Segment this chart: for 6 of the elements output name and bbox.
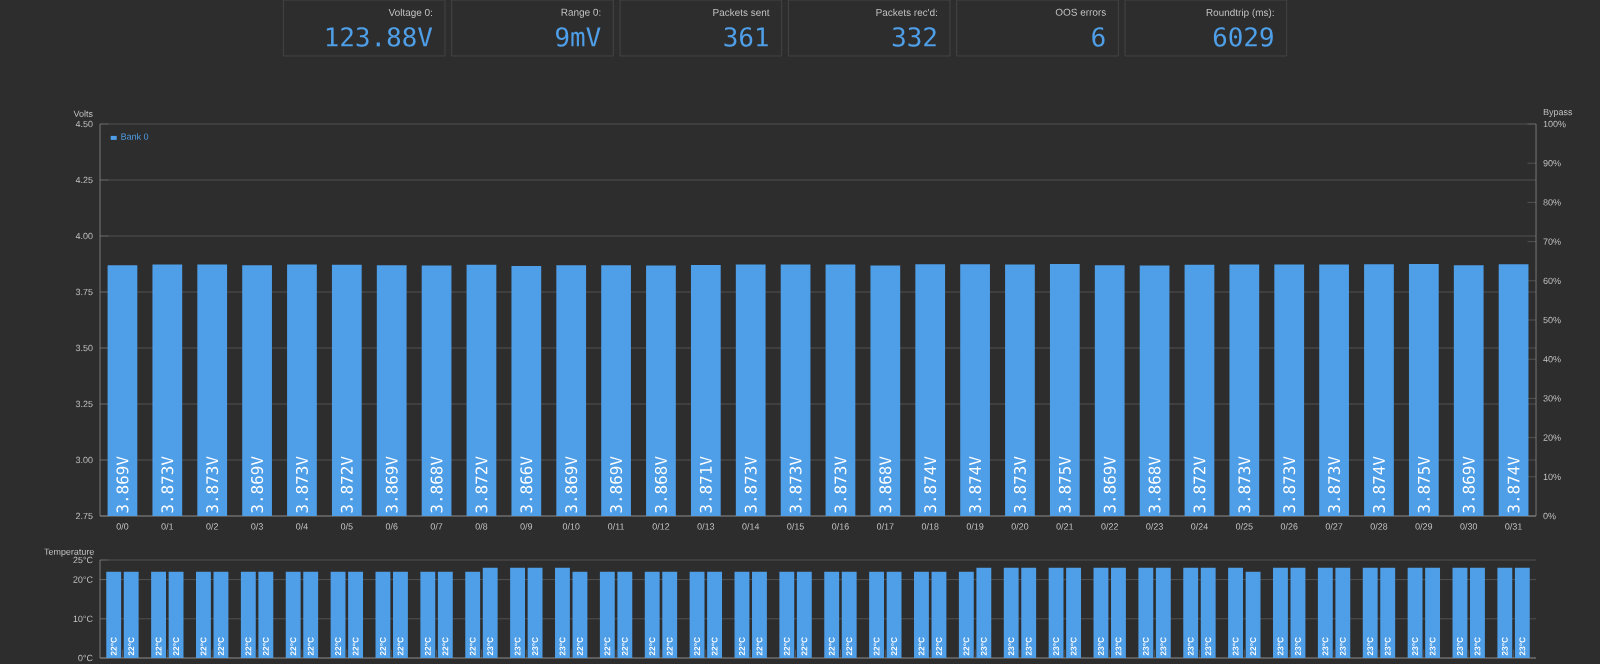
text: 332 — [892, 27, 936, 47]
text: 9mV — [556, 27, 601, 47]
text: 123.88V — [326, 27, 433, 47]
text: 6 — [1092, 27, 1105, 47]
text: 6029 — [1213, 27, 1273, 47]
text: 361 — [724, 27, 768, 47]
